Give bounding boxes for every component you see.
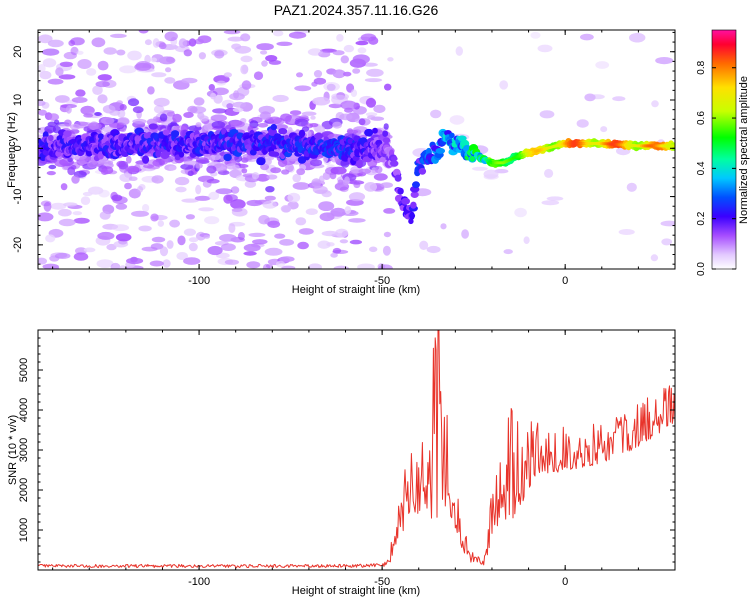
spectrogram-ylabel: Frequency (Hz) [6,112,18,188]
snr-xtick-label: -100 [188,576,210,588]
snr-background [38,330,675,570]
snr-xtick-label: -50 [374,576,390,588]
spectrogram-xlabel: Height of straight line (km) [292,284,420,296]
snr-ytick-label: 3000 [18,438,30,462]
colorbar-tick-label: 0.6 [696,111,707,125]
snr-panel: -100 -50 0 1000 2000 3000 4000 5000 Height of s… [7,329,676,597]
spectrogram-xtick-label: -50 [374,275,390,287]
colorbar-tick-label: 0.0 [696,262,707,276]
spectrogram-frame [37,29,676,270]
colorbar-label: Normalized spectral amplitude [738,76,750,224]
spectrogram-ytick-label: 0 [12,145,24,151]
spectrogram-ytick-label: 10 [12,94,24,106]
colorbar-ticks: 0.0 0.2 0.4 0.6 0.8 [696,60,736,276]
snr-ticks: -100 -50 0 1000 2000 3000 4000 5000 [18,330,676,588]
colorbar-tick-label: 0.4 [696,161,707,175]
snr-ytick-label: 1000 [18,518,30,542]
spectrogram-xtick-label: 0 [562,275,568,287]
colorbar-tick-label: 0.2 [696,211,707,225]
spectrogram-ytick-label: -20 [12,237,24,253]
chart-title: PAZ1.2024.357.11.16.G26 [274,2,439,18]
colorbar-gradient [711,29,737,270]
snr-ylabel: SNR (10 * v/v) [7,415,19,485]
spectrogram-ytick-label: 20 [12,46,24,58]
snr-ytick-label: 4000 [18,398,30,422]
spectrogram-xtick-label: -100 [188,275,210,287]
snr-xtick-label: 0 [562,576,568,588]
snr-ytick-label: 2000 [18,478,30,502]
snr-series-line [38,330,675,569]
colorbar: 0.0 0.2 0.4 0.6 0.8 Normalized spectral ampl… [696,29,750,276]
spectrogram-blobs [38,30,675,269]
snr-ytick-label: 5000 [18,358,30,382]
colorbar-tick-label: 0.8 [696,60,707,74]
snr-xlabel: Height of straight line (km) [292,585,420,597]
spectrogram-ytick-label: -10 [12,189,24,205]
